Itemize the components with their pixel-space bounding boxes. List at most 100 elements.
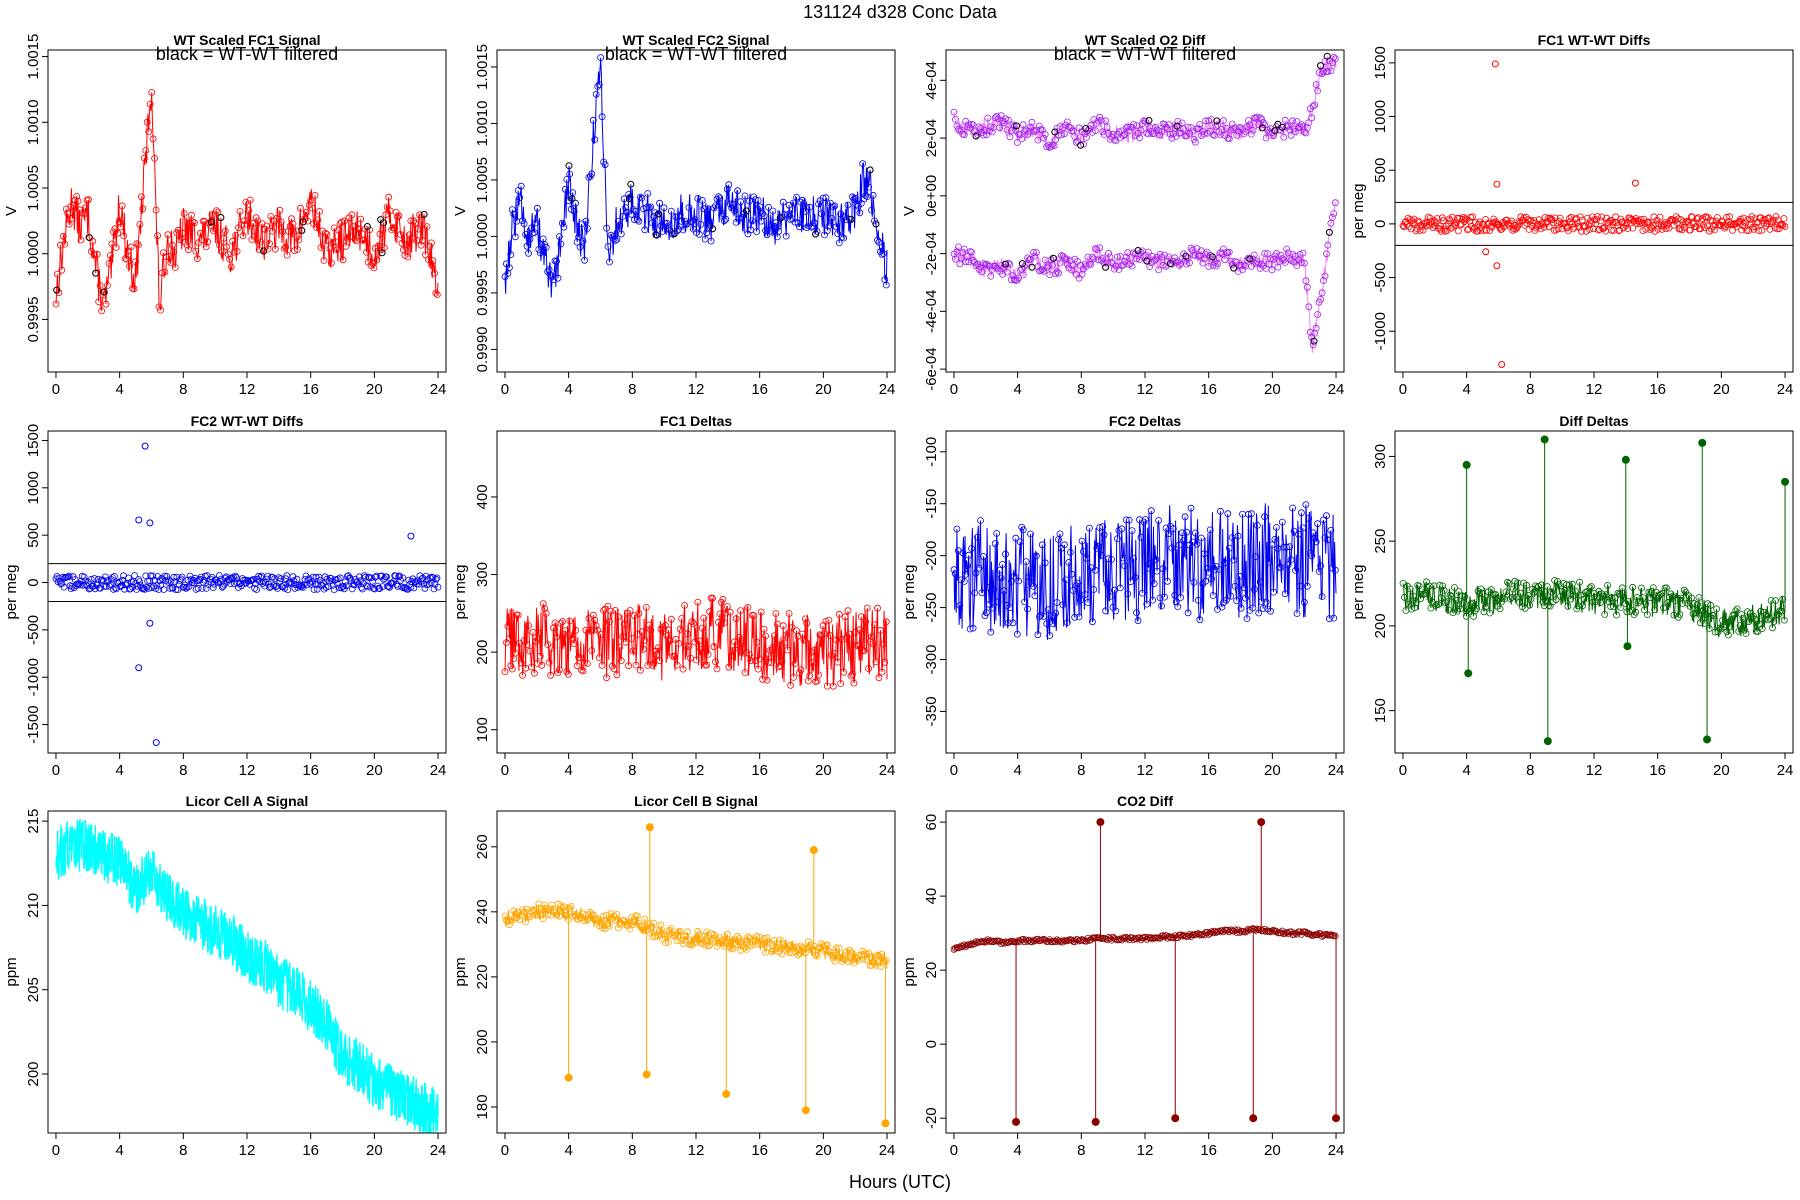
data-point [1672, 213, 1680, 221]
data-point [1331, 932, 1339, 940]
data-point [123, 255, 130, 263]
data-point [1248, 130, 1255, 138]
data-point [531, 669, 538, 677]
data-point [1733, 223, 1740, 231]
data-point [383, 573, 391, 581]
filtered-point [655, 210, 663, 218]
data-point [114, 229, 122, 237]
data-point [880, 640, 887, 648]
data-point [1178, 529, 1186, 537]
filtered-point [670, 230, 678, 238]
data-point [1331, 55, 1339, 63]
data-point [781, 639, 789, 646]
data-point [1205, 263, 1213, 270]
spike-point [1543, 737, 1552, 746]
data-point [706, 608, 713, 616]
x-tick-label: 16 [1200, 381, 1217, 398]
data-point [419, 237, 427, 244]
data-point [698, 624, 706, 632]
x-tick-label: 16 [302, 762, 319, 779]
data-point [610, 665, 618, 673]
data-point [1116, 584, 1124, 592]
data-point [1496, 605, 1504, 613]
data-point [1595, 226, 1602, 234]
data-point [1547, 215, 1555, 223]
data-point [1094, 542, 1102, 550]
data-point [824, 227, 831, 235]
data-point [1451, 584, 1458, 591]
data-point [1115, 128, 1123, 136]
data-point [1189, 127, 1196, 135]
data-point [1317, 562, 1324, 570]
data-point [223, 243, 231, 251]
data-point [1180, 125, 1187, 133]
data-point [673, 661, 681, 669]
data-point [963, 562, 971, 570]
data-point [1588, 583, 1595, 590]
data-point [688, 618, 696, 626]
data-point [561, 185, 569, 193]
data-point [584, 916, 591, 924]
data-point [965, 121, 973, 128]
data-point [785, 201, 793, 209]
data-point [1458, 592, 1466, 599]
data-point [645, 204, 653, 212]
data-point [604, 243, 612, 250]
data-point [1096, 244, 1104, 252]
data-point [1639, 227, 1647, 235]
data-point [1527, 595, 1535, 603]
data-point [516, 194, 524, 202]
data-point [975, 564, 983, 572]
data-point [603, 674, 610, 682]
data-point [1111, 586, 1118, 594]
data-point [1019, 526, 1027, 534]
data-point [1694, 601, 1701, 609]
x-tick-label: 0 [501, 381, 509, 398]
data-point [289, 220, 297, 228]
data-point [675, 225, 683, 233]
data-point [536, 249, 544, 257]
data-point [1253, 113, 1261, 121]
data-point [642, 204, 650, 212]
data-point [176, 236, 184, 244]
data-point [1031, 592, 1039, 600]
data-point [264, 572, 272, 580]
data-point [1592, 598, 1600, 605]
data-point [1256, 114, 1264, 122]
data-point [878, 950, 886, 958]
data-point [796, 669, 803, 677]
data-point [595, 654, 603, 661]
data-point [1090, 586, 1098, 593]
data-point [392, 572, 400, 580]
data-point [610, 235, 618, 243]
data-point [1507, 595, 1514, 603]
data-point [1610, 603, 1617, 611]
data-point [613, 911, 621, 918]
data-point [1436, 581, 1444, 589]
data-point [1124, 590, 1132, 598]
data-point [853, 641, 861, 649]
data-point [1130, 121, 1137, 128]
data-point [282, 243, 290, 251]
data-point [311, 191, 319, 199]
data-point [667, 615, 675, 623]
data-point [1243, 615, 1251, 622]
data-point [183, 241, 191, 249]
data-point [85, 196, 92, 204]
data-point [1100, 259, 1108, 267]
data-point [1262, 134, 1270, 142]
data-point [829, 682, 837, 690]
data-point [768, 659, 775, 666]
data-point [1674, 215, 1682, 223]
x-tick-label: 20 [366, 1142, 383, 1159]
y-tick-label: 400 [474, 484, 491, 509]
data-point [1574, 602, 1582, 610]
y-tick-label: 0e+00 [923, 175, 940, 217]
data-point [1318, 593, 1326, 600]
data-point [149, 572, 157, 580]
data-point [1570, 592, 1578, 599]
data-point [1592, 220, 1599, 228]
data-point [550, 624, 557, 632]
data-point [1268, 927, 1276, 935]
data-point [813, 677, 821, 685]
